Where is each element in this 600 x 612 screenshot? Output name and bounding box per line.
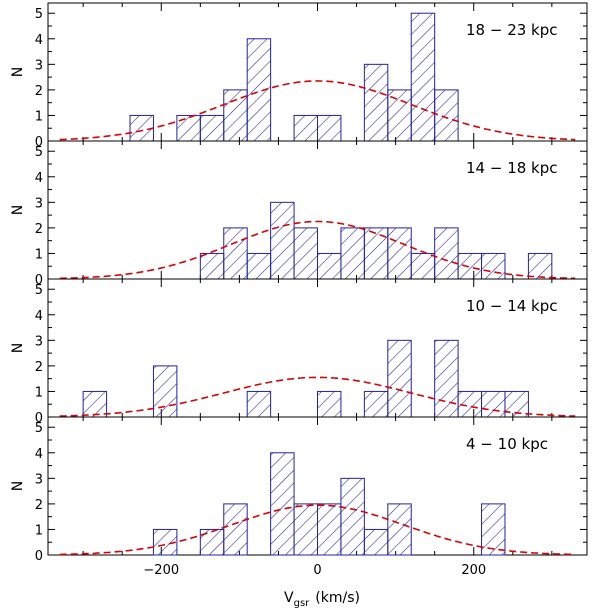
histogram-bar xyxy=(152,365,178,418)
x-axis: −200 0 200 Vgsr (km/s) xyxy=(143,563,486,609)
histogram-bar xyxy=(363,390,389,418)
y-tick-label: 2 xyxy=(35,498,43,513)
x-axis-label-unit: (km/s) xyxy=(315,590,360,606)
y-tick-label: 3 xyxy=(35,196,43,211)
histogram-bar xyxy=(434,227,459,280)
histogram-bar xyxy=(199,252,225,280)
histogram-bar xyxy=(246,38,272,142)
y-tick-label: 4 xyxy=(35,447,43,462)
panels-layer: 0 1 2 3 4 5 N 18 − 23 kpc 0 1 2 3 4 5 N 14 − 18 kpc 0 1 2 3… xyxy=(10,2,588,564)
y-tick-label: 3 xyxy=(35,334,43,349)
histogram-bar xyxy=(481,390,506,418)
y-tick-label: 1 xyxy=(35,385,43,400)
histogram-bar xyxy=(340,477,365,556)
panel-distance-label: 14 − 18 kpc xyxy=(466,159,558,177)
y-axis-label: N xyxy=(10,67,26,77)
gaussian-fit-curve xyxy=(59,220,576,280)
histogram-bar xyxy=(293,503,318,556)
y-tick-label: 5 xyxy=(35,283,43,298)
histogram-bar xyxy=(293,227,318,280)
y-tick-label: 4 xyxy=(35,309,43,324)
panel-distance-label: 4 − 10 kpc xyxy=(466,435,548,453)
histogram-bar xyxy=(387,227,412,280)
histogram-bar xyxy=(176,114,201,142)
histogram-bar xyxy=(199,528,225,556)
histogram-bar xyxy=(410,12,436,142)
panel-distance-label: 18 − 23 kpc xyxy=(466,21,558,39)
histogram-bar xyxy=(270,452,295,556)
y-tick-label: 2 xyxy=(35,360,43,375)
histogram-bar xyxy=(293,114,318,142)
panel-distance-label: 10 − 14 kpc xyxy=(466,297,558,315)
histogram-bar xyxy=(317,252,342,280)
x-tick-label: −200 xyxy=(143,563,179,578)
histogram-bar xyxy=(82,390,108,418)
y-tick-label: 2 xyxy=(35,222,43,237)
histogram-bar xyxy=(246,390,272,418)
y-tick-label: 0 xyxy=(35,273,43,288)
histogram-bar xyxy=(246,252,272,280)
histogram-bar xyxy=(481,503,506,556)
histogram-bar xyxy=(527,252,553,280)
y-tick-label: 2 xyxy=(35,84,43,99)
histogram-bar xyxy=(223,227,248,280)
y-axis-label: N xyxy=(10,481,26,491)
y-tick-label: 1 xyxy=(35,109,43,124)
y-tick-label: 5 xyxy=(35,145,43,160)
x-axis-label-main: V xyxy=(284,590,294,606)
histogram-bar xyxy=(387,503,412,556)
histogram-bar xyxy=(457,252,483,280)
y-tick-label: 5 xyxy=(35,7,43,22)
y-tick-label: 3 xyxy=(35,472,43,487)
y-axis-label: N xyxy=(10,205,26,215)
histogram-bar xyxy=(317,390,342,418)
histogram-panel: 0 1 2 3 4 5 N 10 − 14 kpc xyxy=(10,278,588,426)
histogram-panel: 0 1 2 3 4 5 N 18 − 23 kpc xyxy=(10,2,588,150)
x-tick-label: 200 xyxy=(461,563,486,578)
gaussian-fit-curve xyxy=(59,504,576,556)
y-tick-label: 1 xyxy=(35,523,43,538)
histogram-bar xyxy=(481,252,506,280)
histogram-bar xyxy=(363,227,389,280)
y-axis-label: N xyxy=(10,343,26,353)
histogram-bar xyxy=(434,89,459,142)
histogram-bar xyxy=(223,503,248,556)
y-tick-label: 0 xyxy=(35,549,43,564)
y-tick-label: 0 xyxy=(35,135,43,150)
histogram-bar xyxy=(317,503,342,556)
histogram-panel: 0 1 2 3 4 5 N 4 − 10 kpc xyxy=(10,416,588,564)
y-tick-label: 5 xyxy=(35,421,43,436)
histogram-bar xyxy=(317,114,342,142)
x-tick-label: 0 xyxy=(313,563,321,578)
x-axis-label-subscript: gsr xyxy=(294,598,311,609)
histogram-bar xyxy=(270,201,295,280)
y-tick-label: 4 xyxy=(35,33,43,48)
gaussian-fit-curve xyxy=(59,80,576,141)
y-tick-label: 0 xyxy=(35,411,43,426)
histogram-panel: 0 1 2 3 4 5 N 14 − 18 kpc xyxy=(10,140,588,288)
histogram-bar xyxy=(199,114,225,142)
histogram-bar xyxy=(340,227,365,280)
y-tick-label: 1 xyxy=(35,247,43,262)
y-tick-label: 3 xyxy=(35,58,43,73)
x-axis-label: Vgsr (km/s) xyxy=(284,590,360,609)
histogram-bar xyxy=(387,339,412,418)
histogram-bar xyxy=(152,528,178,556)
histogram-bar xyxy=(434,339,459,418)
histogram-bar xyxy=(363,528,389,556)
histogram-bar xyxy=(410,252,436,280)
histogram-bar xyxy=(363,63,389,142)
y-tick-label: 4 xyxy=(35,171,43,186)
